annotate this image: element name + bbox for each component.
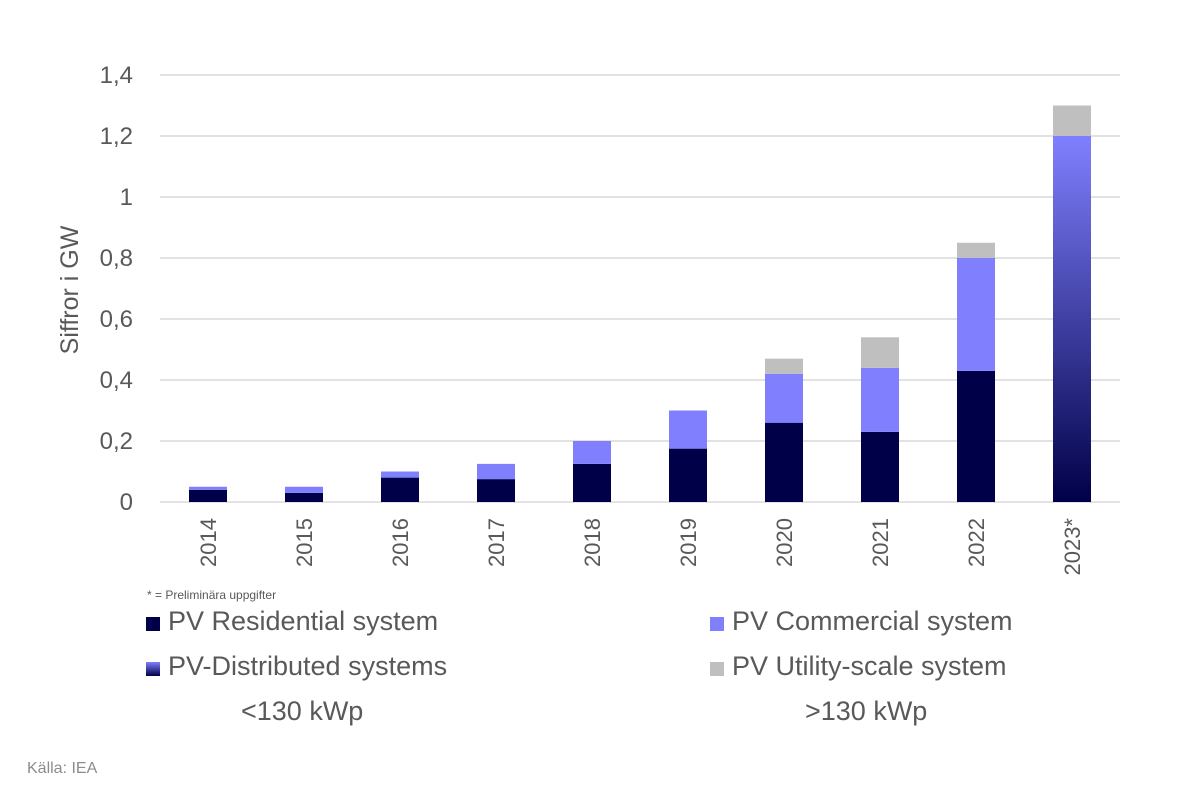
- y-tick-label: 0,8: [100, 245, 133, 272]
- x-tick-label: 2016: [388, 518, 413, 567]
- legend-swatch-residential: [146, 617, 160, 631]
- bar-segment-utility: [765, 358, 803, 374]
- bar-segment-distributed: [1053, 136, 1091, 502]
- bar-segment-commercial: [285, 486, 323, 493]
- y-tick-label: 1,4: [100, 62, 133, 89]
- y-tick-label: 1: [120, 184, 133, 211]
- x-tick-label: 2014: [196, 518, 221, 567]
- bar-segment-commercial: [861, 367, 899, 432]
- bar-segment-commercial: [573, 441, 611, 464]
- bar-segment-commercial: [957, 258, 995, 371]
- legend-label-residential: PV Residential system: [168, 606, 439, 636]
- x-tick-label: 2021: [868, 518, 893, 567]
- y-tick-label: 0,2: [100, 428, 133, 455]
- bar-segment-residential: [861, 431, 899, 502]
- bar-segment-commercial: [669, 410, 707, 449]
- bar-segment-commercial: [477, 463, 515, 480]
- bar-segment-utility: [1053, 105, 1091, 136]
- x-tick-label: 2023*: [1060, 518, 1085, 576]
- bar-segment-commercial: [381, 471, 419, 478]
- x-tick-label: 2017: [484, 518, 509, 567]
- legend-swatch-commercial: [710, 617, 724, 631]
- bar-segment-residential: [285, 492, 323, 502]
- source-note: Källa: IEA: [27, 760, 98, 777]
- bar-segment-residential: [573, 463, 611, 502]
- bar-segment-commercial: [189, 486, 227, 490]
- bar-segment-residential: [957, 370, 995, 502]
- x-tick-label: 2018: [580, 518, 605, 567]
- legend-swatch-distributed: [146, 662, 160, 676]
- y-tick-label: 0: [120, 489, 133, 516]
- bar-segment-residential: [765, 422, 803, 502]
- bar-segment-residential: [669, 448, 707, 502]
- legend-swatch-utility: [710, 662, 724, 676]
- x-tick-label: 2019: [676, 518, 701, 567]
- x-tick-label: 2022: [964, 518, 989, 567]
- legend-label-distributed: PV-Distributed systems: [168, 651, 448, 681]
- legend-label-utility: PV Utility-scale system: [732, 651, 1007, 681]
- bar-segment-residential: [189, 489, 227, 502]
- legend-label-commercial: PV Commercial system: [732, 606, 1013, 636]
- bar-segment-utility: [957, 242, 995, 258]
- legend-note-small: <130 kWp: [241, 696, 364, 726]
- footnote: * = Preliminära uppgifter: [147, 588, 277, 602]
- x-tick-label: 2020: [772, 518, 797, 567]
- x-tick-label: 2015: [292, 518, 317, 567]
- y-tick-label: 0,4: [100, 367, 133, 394]
- legend-note-large: >130 kWp: [805, 696, 928, 726]
- bar-segment-residential: [477, 479, 515, 502]
- bar-segment-utility: [861, 337, 899, 368]
- bar-segment-commercial: [765, 373, 803, 423]
- y-tick-label: 0,6: [100, 306, 133, 333]
- bar-segment-residential: [381, 477, 419, 502]
- y-axis-label: Siffror i GW: [56, 225, 84, 354]
- y-tick-label: 1,2: [100, 123, 133, 150]
